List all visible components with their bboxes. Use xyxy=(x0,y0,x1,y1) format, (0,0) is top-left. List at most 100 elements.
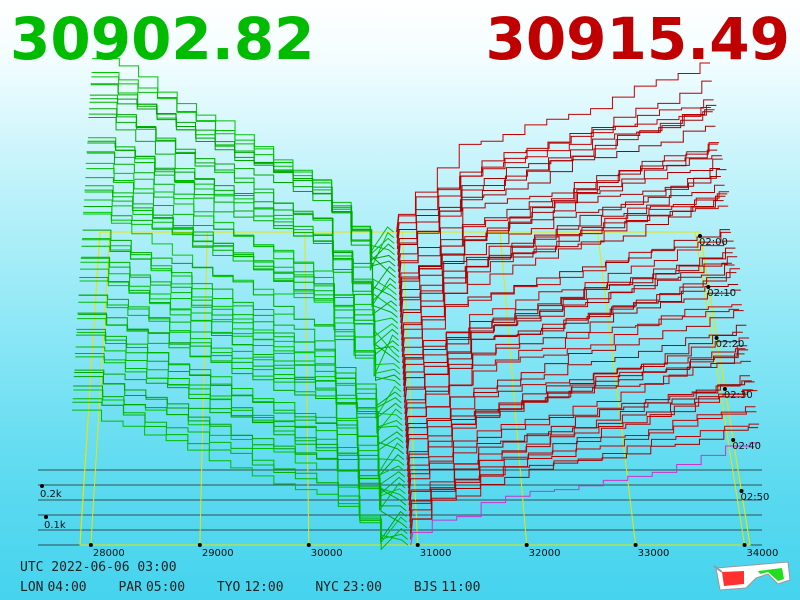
bid-depth-line xyxy=(73,385,408,529)
bid-price: 30902.82 xyxy=(10,5,315,73)
ask-depth-line xyxy=(406,348,746,454)
ask-depth-line xyxy=(398,168,720,295)
ask-depth-line xyxy=(396,62,710,233)
ask-depth-line xyxy=(404,308,740,415)
time-tick-dot xyxy=(722,387,727,391)
ask-depth-line xyxy=(396,111,713,250)
grid-left xyxy=(79,231,101,546)
ask-depth-line xyxy=(408,381,755,511)
bid-depth-line xyxy=(74,369,407,506)
bid-depth-line xyxy=(78,301,404,476)
bid-depth-line xyxy=(72,401,408,540)
ask-depth-line xyxy=(405,310,744,443)
grid-line-x xyxy=(694,231,746,546)
world-clocks: LON 04:00 PAR 05:00 TYO 12:00 NYC 23:00 BJS 1… xyxy=(20,580,504,595)
x-tick-label: 32000 xyxy=(529,548,561,559)
bid-depth-line xyxy=(77,318,405,466)
bid-depth-line xyxy=(74,353,407,500)
ask-depth-line xyxy=(406,324,747,460)
clock-nyc: NYC 23:00 xyxy=(315,580,382,595)
x-tick-dot xyxy=(524,543,529,547)
ask-depth-line xyxy=(399,200,724,318)
chart-axes: 28000 29000 30000 31000 32000 33000 34000 0.1k 0… xyxy=(40,234,778,559)
x-tick-dot xyxy=(88,543,93,547)
ask-depth-line xyxy=(403,264,735,386)
ask-depth-line xyxy=(404,289,741,426)
bid-depth-line xyxy=(78,294,404,446)
ask-depth-line xyxy=(401,229,730,358)
ask-depth-line xyxy=(402,240,734,381)
ask-depth-line xyxy=(404,284,739,409)
utc-clock: UTC 2022-06-06 03:00 xyxy=(20,560,177,575)
clock-par: PAR 05:00 xyxy=(118,580,186,595)
3d-glasses-icon[interactable] xyxy=(712,560,792,592)
x-tick-dot xyxy=(197,543,202,547)
time-tick-label: 02:50 xyxy=(741,492,770,503)
x-tick-dot xyxy=(415,543,420,547)
bid-depth-line xyxy=(72,409,409,546)
depth-tick-dot xyxy=(44,515,48,519)
bid-depth-line xyxy=(83,205,400,364)
ask-depth-line xyxy=(401,191,730,352)
clock-lon: LON 04:00 xyxy=(20,580,87,595)
ask-price: 30915.49 xyxy=(485,5,790,73)
depth-tick-label: 0.1k xyxy=(44,520,66,531)
bid-depth-line xyxy=(80,257,402,420)
time-tick-label: 02:30 xyxy=(724,390,753,401)
ask-depth-line xyxy=(407,375,750,483)
x-tick-label: 31000 xyxy=(420,548,452,559)
ask-depth-line xyxy=(409,390,758,528)
x-tick-dot xyxy=(633,543,638,547)
ask-depth-line xyxy=(397,125,716,267)
x-tick-label: 33000 xyxy=(638,548,670,559)
x-tick-label: 29000 xyxy=(202,548,234,559)
ask-depth-line xyxy=(399,158,723,312)
time-tick-dot xyxy=(739,489,744,493)
ask-depth-line xyxy=(410,423,760,540)
grid-line-x xyxy=(90,231,111,546)
bid-depth-line xyxy=(85,162,399,338)
chart-grid xyxy=(38,231,762,546)
ask-depth-line xyxy=(406,349,749,472)
time-tick-label: 02:40 xyxy=(732,441,761,452)
ask-depth-line xyxy=(399,155,722,307)
time-tick-label: 02:00 xyxy=(699,237,728,248)
ask-depth-line xyxy=(405,304,742,432)
grid-line-x xyxy=(499,231,528,546)
ask-depth-line xyxy=(398,142,720,289)
time-tick-dot xyxy=(706,285,711,289)
x-tick-dot xyxy=(742,543,747,547)
ask-depth-line xyxy=(409,411,757,523)
ask-depth-line xyxy=(403,247,736,392)
bid-depth-line xyxy=(83,211,401,369)
ask-depth-line xyxy=(410,442,760,546)
ask-depth-line xyxy=(404,268,740,420)
ask-depth-line xyxy=(400,169,727,335)
ask-depth-line xyxy=(400,193,728,341)
bid-depth-line xyxy=(84,199,400,358)
ask-depth-line xyxy=(402,231,731,363)
ask-depth-line xyxy=(397,104,717,272)
time-tick-dot xyxy=(714,336,719,340)
bid-depth-line xyxy=(92,58,394,255)
clock-tyo: TYO 12:00 xyxy=(216,580,284,595)
clock-bjs: BJS 11:00 xyxy=(413,580,481,595)
bid-depth-line xyxy=(80,261,403,434)
depth-curves xyxy=(72,58,760,551)
bid-depth-line xyxy=(91,76,395,256)
bid-depth-line xyxy=(90,83,395,256)
ask-depth-line xyxy=(408,389,754,506)
bid-depth-line xyxy=(86,168,399,324)
depth-tick-dot xyxy=(40,484,44,488)
depth-tick-label: 0.2k xyxy=(40,489,62,500)
x-tick-label: 30000 xyxy=(311,548,343,559)
ask-depth-line xyxy=(409,427,759,534)
ask-depth-line xyxy=(397,99,714,255)
ask-depth-line xyxy=(407,337,750,477)
time-tick-label: 02:20 xyxy=(716,339,745,350)
grid-line-x xyxy=(401,231,419,546)
bid-depth-line xyxy=(86,152,398,313)
x-tick-label: 34000 xyxy=(747,548,779,559)
ask-depth-line xyxy=(407,380,752,494)
